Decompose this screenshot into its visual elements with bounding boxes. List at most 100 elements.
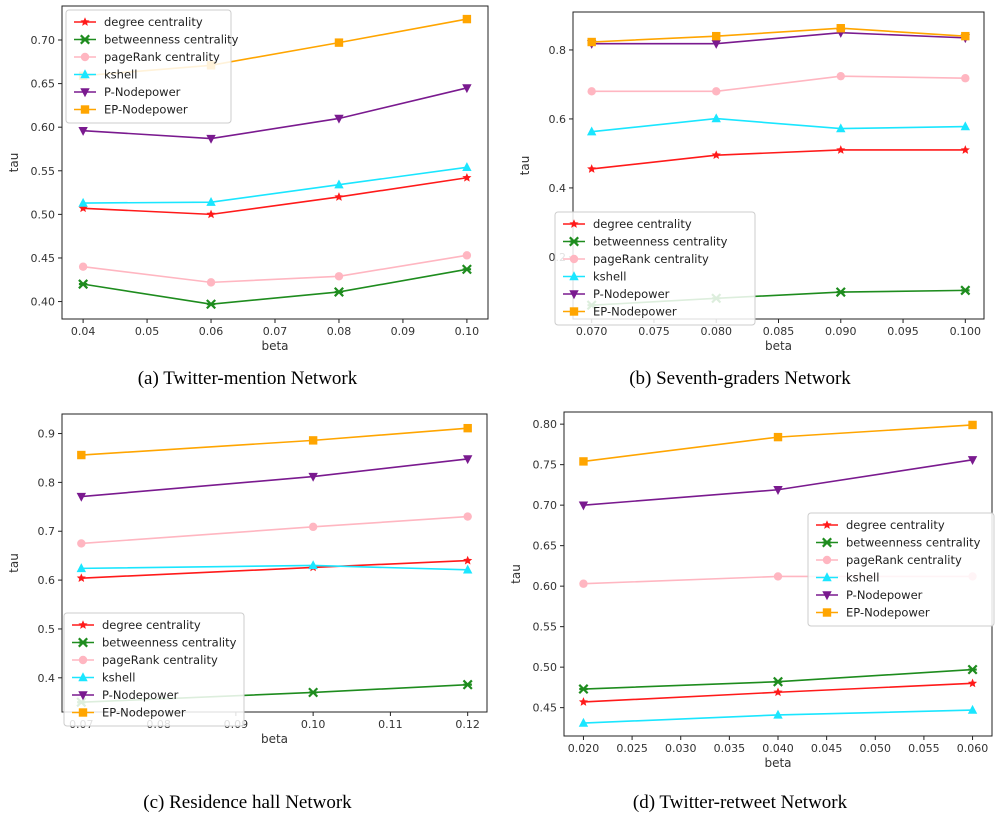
y-axis-label: tau (509, 564, 523, 584)
legend-box (554, 211, 756, 326)
data-point (462, 679, 473, 690)
series-line (591, 117, 966, 133)
series-degree-centrality (78, 172, 472, 219)
legend-entry-label: EP-Nodepower (593, 305, 677, 319)
series-ep-nodepower (77, 423, 472, 460)
legend: degree centrality betweenness centrality p… (63, 612, 245, 727)
data-point (587, 164, 597, 173)
legend: degree centrality betweenness centrality p… (554, 211, 756, 326)
y-tick-label: 0.55 (31, 165, 56, 178)
data-point (578, 501, 589, 511)
data-point (334, 38, 344, 47)
data-point (308, 472, 318, 482)
y-tick-label: 0.5 (38, 623, 56, 636)
legend-entry-label: P-Nodepower (102, 688, 179, 702)
data-point (462, 14, 472, 24)
chart-a: 0.04 0.05 0.06 0.07 0.08 0.09 0.10 0.40 0.45 0.50… (7, 5, 489, 353)
series-line (591, 149, 966, 170)
data-point (960, 121, 971, 131)
legend-swatch-marker (569, 236, 579, 247)
x-tick-label: 0.070 (576, 325, 608, 338)
y-tick-label: 0.8 (549, 44, 567, 57)
data-point (836, 24, 845, 33)
x-tick-label: 0.10 (301, 718, 326, 731)
legend-swatch-marker (78, 672, 88, 682)
caption-d: (d) Twitter-retweet Network (632, 792, 848, 813)
legend-entry-label: degree centrality (104, 15, 203, 29)
legend: degree centrality betweenness centrality p… (807, 512, 995, 627)
legend-entry-label: EP-Nodepower (102, 706, 186, 720)
data-point (76, 573, 86, 583)
legend-entry-label: betweenness centrality (104, 33, 239, 47)
legend-entry-label: P-Nodepower (104, 85, 181, 99)
x-tick-label: 0.080 (700, 325, 732, 338)
data-point (76, 563, 87, 573)
data-point (579, 579, 588, 588)
data-point (711, 113, 721, 123)
chart-panel-d: 0.020 0.025 0.030 0.035 0.040 0.045 0.050 0.055… (500, 405, 995, 770)
series-betweenness-centrality (578, 664, 978, 694)
series-kshell (76, 560, 473, 574)
legend-entry-label: pageRank centrality (593, 252, 709, 266)
y-tick-label: 0.70 (533, 499, 558, 512)
data-point (967, 664, 978, 675)
legend-entry-label: pageRank centrality (104, 50, 220, 64)
x-tick-label: 0.090 (825, 325, 857, 338)
y-axis-label: tau (7, 153, 21, 173)
legend-swatch-marker (78, 655, 88, 665)
legend-entry-label: P-Nodepower (846, 588, 923, 602)
x-tick-label: 0.07 (263, 325, 288, 338)
data-point (711, 40, 721, 49)
data-point (463, 555, 473, 565)
y-tick-label: 0.7 (38, 525, 56, 538)
x-tick-label: 0.09 (391, 325, 416, 338)
x-tick-label: 0.04 (71, 325, 96, 338)
legend-swatch-marker (569, 271, 579, 281)
data-point (308, 522, 318, 532)
legend-swatch-marker (78, 708, 88, 717)
y-tick-label: 0.70 (31, 34, 56, 47)
data-point (78, 262, 88, 271)
data-point (960, 285, 971, 296)
series-degree-centrality (587, 145, 970, 173)
data-point (968, 420, 977, 430)
legend-swatch-marker (822, 537, 832, 548)
legend-swatch-marker (569, 219, 579, 228)
legend-entry-label: kshell (846, 571, 879, 585)
x-tick-label: 0.12 (455, 718, 480, 731)
series-line (591, 31, 966, 45)
data-point (334, 272, 344, 281)
series-line (83, 166, 467, 204)
data-point (712, 31, 721, 41)
y-tick-label: 0.6 (549, 113, 567, 126)
data-point (587, 87, 596, 96)
data-point (463, 512, 472, 521)
legend: degree centrality betweenness centrality p… (65, 9, 239, 124)
legend-swatch-marker (78, 691, 88, 701)
data-point (960, 145, 970, 154)
data-point (206, 209, 216, 219)
legend-swatch-marker (80, 88, 90, 98)
legend-swatch-marker (78, 620, 88, 629)
data-point (334, 114, 344, 124)
series-p-nodepower (78, 84, 472, 144)
data-point (773, 486, 783, 495)
x-tick-label: 0.055 (908, 742, 940, 755)
data-point (463, 423, 472, 433)
x-tick-label: 0.085 (763, 325, 795, 338)
y-tick-label: 0.4 (38, 672, 56, 685)
series-line (83, 87, 468, 140)
x-tick-label: 0.075 (638, 325, 670, 338)
y-tick-label: 0.50 (31, 208, 56, 221)
data-point (578, 684, 589, 694)
data-point (78, 203, 88, 213)
legend-entry-label: degree centrality (846, 518, 945, 532)
data-point (76, 492, 87, 502)
series-kshell (578, 704, 978, 727)
legend-box (807, 512, 995, 627)
data-point (462, 564, 473, 574)
legend-swatch-marker (80, 69, 90, 79)
data-point (461, 264, 472, 275)
data-point (773, 709, 783, 719)
legend-swatch-marker (569, 254, 579, 264)
